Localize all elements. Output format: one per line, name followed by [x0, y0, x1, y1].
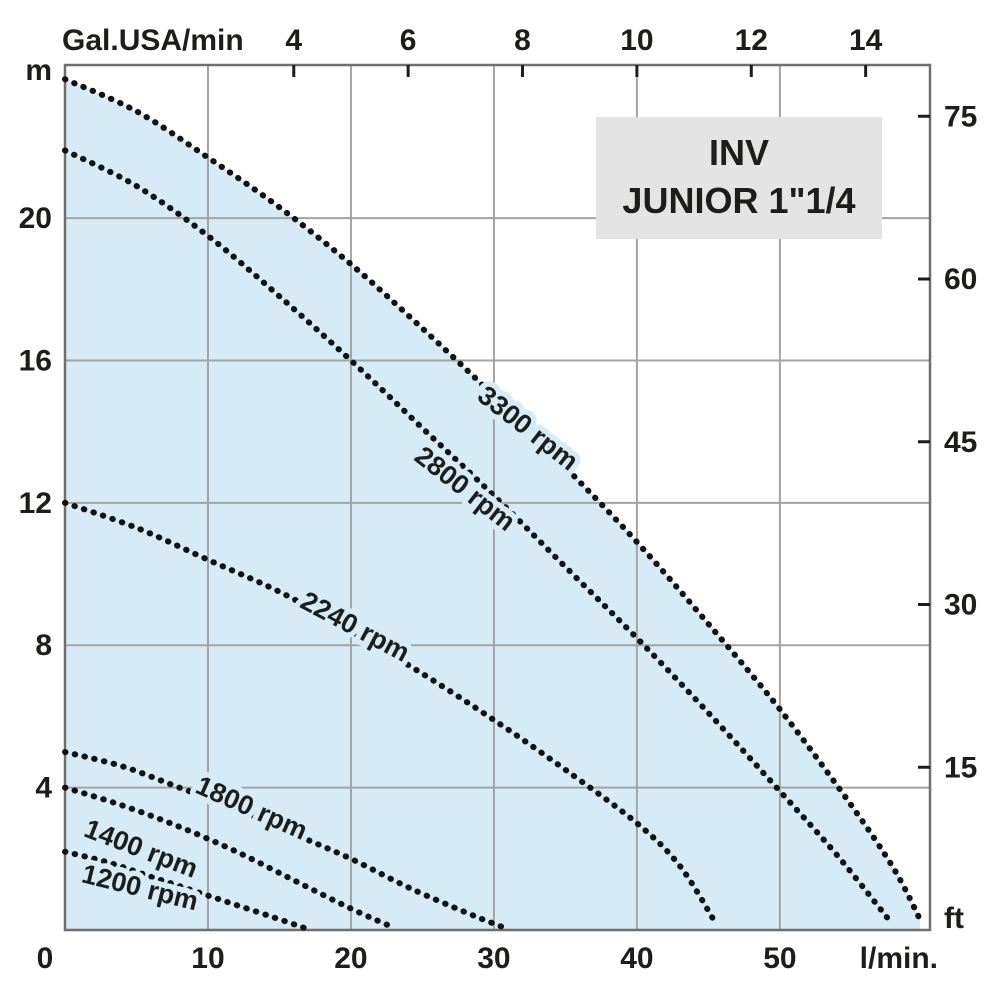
curve-2800-rpm: [62, 147, 895, 926]
top-axis-tick-label-14: 14: [849, 24, 883, 57]
top-axis-unit-label: Gal.USA/min: [62, 24, 244, 57]
top-axis-tick-label-6: 6: [400, 24, 417, 57]
plot-border: [63, 63, 932, 932]
tick-marks: [292, 65, 930, 769]
title-line-2: JUNIOR 1"1/4: [622, 180, 856, 221]
right-axis-unit-label: ft: [944, 902, 964, 935]
right-axis-tick-label-30: 30: [944, 589, 977, 622]
y-axis-unit-label: m: [25, 54, 52, 87]
x-axis-tick-label-50: 50: [763, 942, 796, 975]
x-axis-unit-label: l/min.: [860, 942, 938, 975]
x-axis-tick-label-20: 20: [334, 942, 367, 975]
right-axis-tick-label-75: 75: [944, 100, 977, 133]
x-axis-tick-label-10: 10: [191, 942, 224, 975]
x-axis-tick-label-40: 40: [620, 942, 653, 975]
shaded-operating-area: [65, 79, 920, 930]
y-axis-tick-label-16: 16: [19, 344, 52, 377]
y-axis-tick-label-4: 4: [35, 772, 52, 805]
right-axis-tick-label-45: 45: [944, 426, 977, 459]
curve-1800-rpm: [62, 749, 505, 930]
curve-3300-rpm: [62, 76, 923, 923]
title-line-1: INV: [708, 132, 769, 173]
curve-2240-rpm: [62, 499, 719, 926]
right-axis-tick-label-15: 15: [944, 751, 977, 784]
y-axis-tick-label-20: 20: [19, 202, 52, 235]
x-axis-zero-label: 0: [37, 942, 54, 975]
top-axis-tick-label-8: 8: [514, 24, 531, 57]
right-axis-tick-label-60: 60: [944, 263, 977, 296]
y-axis-tick-label-12: 12: [19, 487, 52, 520]
curve-1400-rpm: [62, 784, 394, 930]
y-axis-tick-label-8: 8: [35, 629, 52, 662]
top-axis-tick-label-4: 4: [285, 24, 302, 57]
top-axis-tick-label-10: 10: [620, 24, 653, 57]
x-axis-tick-label-30: 30: [477, 942, 510, 975]
title-box: INV JUNIOR 1"1/4: [596, 117, 882, 239]
top-axis-tick-label-12: 12: [735, 24, 768, 57]
